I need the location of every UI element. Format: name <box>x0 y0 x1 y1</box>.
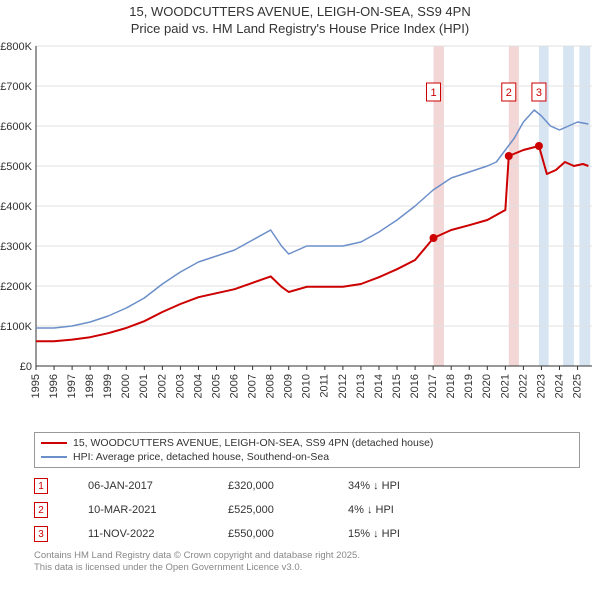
svg-text:2017: 2017 <box>427 374 439 398</box>
svg-text:2014: 2014 <box>373 374 385 398</box>
svg-text:2007: 2007 <box>247 374 259 398</box>
legend: 15, WOODCUTTERS AVENUE, LEIGH-ON-SEA, SS… <box>34 432 580 468</box>
footnote-price: £550,000 <box>228 528 348 540</box>
svg-text:2: 2 <box>506 87 512 99</box>
footnote-delta: 34% ↓ HPI <box>348 480 580 492</box>
svg-text:2016: 2016 <box>409 374 421 398</box>
svg-text:1997: 1997 <box>66 374 78 398</box>
svg-text:2018: 2018 <box>445 374 457 398</box>
svg-text:2012: 2012 <box>337 374 349 398</box>
svg-text:1999: 1999 <box>102 374 114 398</box>
svg-text:1998: 1998 <box>84 374 96 398</box>
footnote-delta: 15% ↓ HPI <box>348 528 580 540</box>
title-line-1: 15, WOODCUTTERS AVENUE, LEIGH-ON-SEA, SS… <box>8 4 592 21</box>
legend-label: 15, WOODCUTTERS AVENUE, LEIGH-ON-SEA, SS… <box>73 436 433 450</box>
svg-text:2006: 2006 <box>228 374 240 398</box>
svg-text:2019: 2019 <box>463 374 475 398</box>
svg-text:£800K: £800K <box>0 41 32 53</box>
svg-text:2002: 2002 <box>156 374 168 398</box>
footnote-row: 2 10-MAR-2021 £525,000 4% ↓ HPI <box>34 498 580 522</box>
svg-text:3: 3 <box>536 87 542 99</box>
svg-text:1: 1 <box>430 87 436 99</box>
credit-block: Contains HM Land Registry data © Crown c… <box>34 550 580 575</box>
footnote-table: 1 06-JAN-2017 £320,000 34% ↓ HPI 2 10-MA… <box>34 474 580 546</box>
title-block: 15, WOODCUTTERS AVENUE, LEIGH-ON-SEA, SS… <box>0 0 600 40</box>
svg-text:£200K: £200K <box>0 281 32 293</box>
footnote-delta: 4% ↓ HPI <box>348 504 580 516</box>
svg-text:2003: 2003 <box>174 374 186 398</box>
legend-label: HPI: Average price, detached house, Sout… <box>73 450 329 464</box>
svg-text:2010: 2010 <box>301 374 313 398</box>
title-line-2: Price paid vs. HM Land Registry's House … <box>8 21 592 38</box>
footnote-date: 11-NOV-2022 <box>88 528 228 540</box>
svg-text:£600K: £600K <box>0 121 32 133</box>
credit-line: This data is licensed under the Open Gov… <box>34 562 580 574</box>
svg-text:£700K: £700K <box>0 81 32 93</box>
svg-text:2025: 2025 <box>571 374 583 398</box>
svg-text:2013: 2013 <box>355 374 367 398</box>
footnote-price: £320,000 <box>228 480 348 492</box>
svg-text:£500K: £500K <box>0 161 32 173</box>
svg-text:2004: 2004 <box>192 374 204 398</box>
footnote-price: £525,000 <box>228 504 348 516</box>
svg-text:2023: 2023 <box>535 374 547 398</box>
svg-text:£100K: £100K <box>0 321 32 333</box>
svg-text:1996: 1996 <box>48 374 60 398</box>
svg-text:2001: 2001 <box>138 374 150 398</box>
svg-text:2021: 2021 <box>499 374 511 398</box>
svg-text:2008: 2008 <box>265 374 277 398</box>
footnote-date: 10-MAR-2021 <box>88 504 228 516</box>
svg-text:2011: 2011 <box>319 374 331 398</box>
credit-line: Contains HM Land Registry data © Crown c… <box>34 550 580 562</box>
svg-text:2015: 2015 <box>391 374 403 398</box>
chart-page: 15, WOODCUTTERS AVENUE, LEIGH-ON-SEA, SS… <box>0 0 600 590</box>
legend-swatch <box>41 442 67 444</box>
svg-text:1995: 1995 <box>30 374 42 398</box>
svg-text:2009: 2009 <box>283 374 295 398</box>
footnote-row: 1 06-JAN-2017 £320,000 34% ↓ HPI <box>34 474 580 498</box>
svg-text:2022: 2022 <box>517 374 529 398</box>
legend-item-price-paid: 15, WOODCUTTERS AVENUE, LEIGH-ON-SEA, SS… <box>41 436 573 450</box>
svg-text:2024: 2024 <box>553 374 565 398</box>
chart-svg: £0 £100K £200K £300K £400K £500K £600K £700K £80… <box>0 40 600 430</box>
footnote-marker: 1 <box>34 478 48 494</box>
line-chart: £0 £100K £200K £300K £400K £500K £600K £700K £80… <box>0 40 600 430</box>
footnote-row: 3 11-NOV-2022 £550,000 15% ↓ HPI <box>34 522 580 546</box>
footnote-marker: 2 <box>34 502 48 518</box>
footnote-date: 06-JAN-2017 <box>88 480 228 492</box>
svg-text:£400K: £400K <box>0 201 32 213</box>
legend-item-hpi: HPI: Average price, detached house, Sout… <box>41 450 573 464</box>
svg-text:2005: 2005 <box>210 374 222 398</box>
svg-text:2020: 2020 <box>481 374 493 398</box>
legend-swatch <box>41 456 67 458</box>
svg-text:2000: 2000 <box>120 374 132 398</box>
svg-text:£300K: £300K <box>0 241 32 253</box>
svg-text:£0: £0 <box>20 361 32 373</box>
footnote-marker: 3 <box>34 526 48 542</box>
